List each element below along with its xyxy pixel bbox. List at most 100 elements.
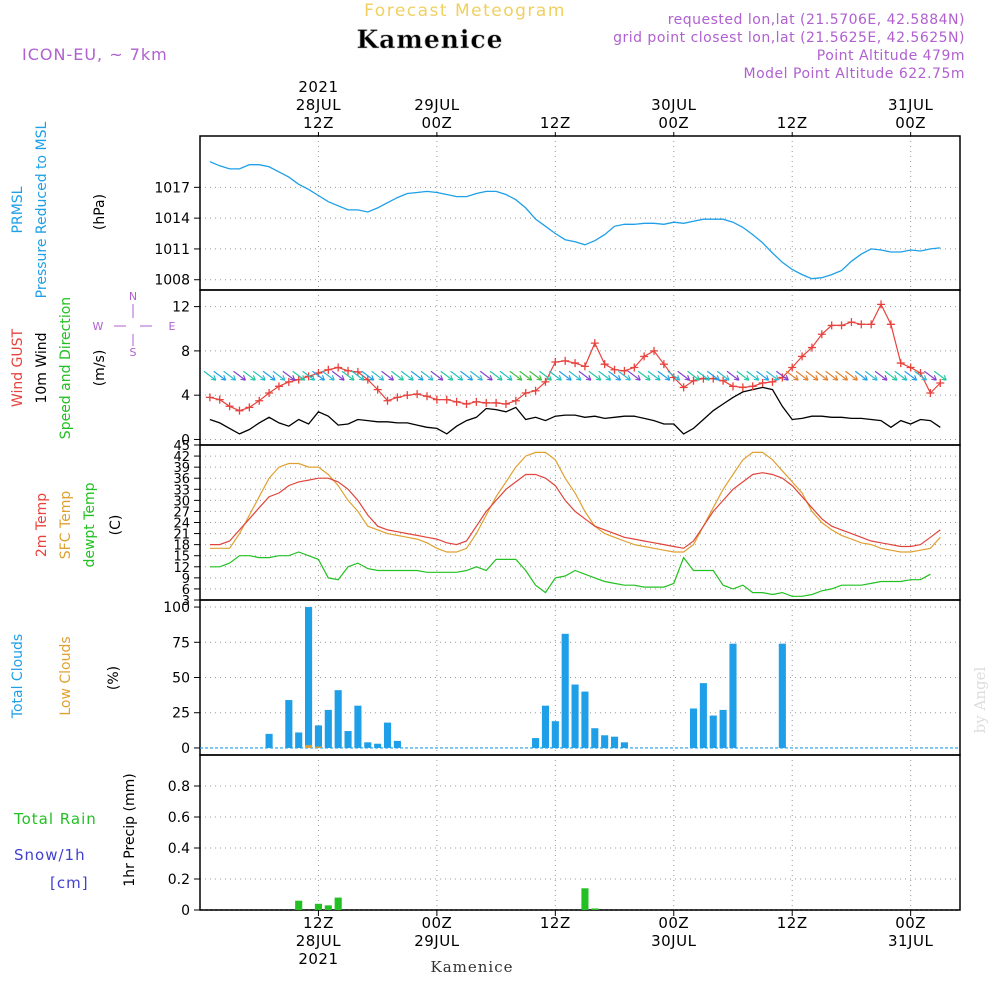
gust-point (689, 376, 698, 385)
temperature-ytick-label: 15 (173, 550, 190, 565)
wind-direction-arrow (272, 370, 286, 381)
wind-direction-arrow (312, 370, 325, 381)
precip-ytick-label: 0.8 (168, 779, 190, 795)
pressure-line (209, 161, 941, 280)
wind-direction-arrow (884, 370, 898, 381)
wind-direction-arrow (262, 370, 276, 381)
time-label: 28JUL (296, 96, 341, 114)
gust-point (511, 396, 520, 405)
model-label: ICON-EU, ~ 7km (22, 45, 168, 64)
gust-point (432, 395, 441, 404)
clouds-ytick-label: 50 (172, 671, 190, 687)
precip-ytick-label: 0.6 (168, 810, 190, 826)
compass-w: W (93, 320, 104, 333)
gust-point (630, 363, 639, 372)
wind-direction-arrow (933, 370, 947, 381)
total-cloud-bar (709, 715, 717, 748)
sfc-temp-line (209, 451, 941, 553)
total-cloud-bar (719, 709, 727, 748)
pressure-panel: 1008 1011 1014 1017 (154, 135, 961, 291)
gust-point (738, 383, 747, 392)
total-cloud-bar (344, 731, 352, 748)
gust-point (472, 397, 481, 406)
gust-point (650, 346, 659, 355)
precip-panel: 0 0.2 0.4 0.6 0.8 (168, 754, 961, 919)
gust-point (531, 386, 540, 395)
low-cloud-bar (314, 746, 322, 748)
total-cloud-bar (571, 684, 579, 748)
wind-direction-arrow (716, 370, 730, 381)
gust-point (403, 391, 412, 400)
rain-bar (334, 897, 342, 910)
wind-direction-arrow (726, 370, 740, 381)
total-cloud-bar (383, 722, 392, 748)
gust-point (482, 398, 491, 407)
gust-point (334, 363, 343, 372)
gust-point (501, 400, 510, 409)
compass-e: E (169, 320, 176, 333)
gust-point (679, 383, 688, 392)
total-cloud-bar (541, 705, 550, 748)
wind-direction-arrow (558, 370, 572, 381)
wind-direction-arrow (243, 370, 256, 381)
wind-direction-arrow (410, 370, 424, 381)
total-cloud-bar (532, 738, 540, 748)
time-label: 12Z (540, 114, 571, 132)
gust-point (521, 388, 530, 397)
wind-direction-arrow (302, 370, 316, 381)
clouds-unit: (%) (106, 666, 122, 690)
wind-direction-arrow (795, 370, 809, 381)
wind-10m-line (209, 386, 941, 435)
gust-point (867, 320, 876, 329)
wind-direction-arrow (499, 370, 513, 381)
wind-direction-arrow (460, 370, 474, 381)
precip-frame (199, 754, 961, 911)
wind-panel: 0 4 8 12 (172, 289, 961, 448)
total-cloud-bar (295, 732, 303, 748)
wind-direction-arrow (637, 370, 651, 381)
gust-point (906, 363, 915, 372)
gust-point (847, 318, 856, 327)
panels-layer: 1008101110141017048123691215182124273033… (154, 135, 961, 919)
gust-point (225, 402, 234, 411)
wind-direction-arrow (539, 370, 552, 381)
compass-n: N (129, 290, 137, 303)
wind-direction-arrow (470, 370, 483, 381)
gust-point (353, 367, 362, 376)
rain-bar (591, 908, 599, 910)
wind-direction-arrow (361, 370, 375, 381)
wind-direction-arrow (213, 370, 227, 381)
clouds-ytick-label: 100 (163, 600, 190, 616)
total-cloud-bar (393, 740, 401, 748)
wind-direction-arrow (203, 370, 217, 381)
wind-direction-arrow (371, 370, 385, 381)
wind-direction-arrow (776, 370, 789, 381)
wind-direction-arrow (223, 370, 237, 381)
time-label: 12Z (303, 914, 334, 932)
temperature-ytick-label: 18 (173, 539, 190, 554)
gust-point (205, 393, 214, 402)
gust-point (590, 339, 599, 348)
gust-point (896, 359, 905, 368)
total-cloud-bar (364, 742, 372, 748)
total-cloud-bar (729, 643, 737, 748)
wind-direction-arrow (568, 370, 582, 381)
temperature-ytick-label: 24 (173, 517, 190, 532)
gust-point (462, 400, 471, 409)
rain-bar (314, 903, 322, 910)
wind-direction-arrow (687, 370, 701, 381)
wind-direction-arrow (667, 370, 681, 381)
wind-direction-arrow (529, 370, 543, 381)
precip-ytick-label: 0.4 (168, 841, 190, 857)
gust-point (837, 321, 846, 330)
time-label: 2021 (298, 78, 338, 96)
time-label: 28JUL (296, 932, 341, 950)
time-label: 00Z (658, 114, 689, 132)
forecast-title: Forecast Meteogram (364, 1, 566, 21)
wind-ytick-label: 0 (181, 432, 190, 448)
wind-direction-arrow (598, 370, 612, 381)
gust-point (373, 385, 382, 394)
wind-direction-arrow (618, 370, 631, 381)
wind-direction-arrow (845, 370, 858, 381)
